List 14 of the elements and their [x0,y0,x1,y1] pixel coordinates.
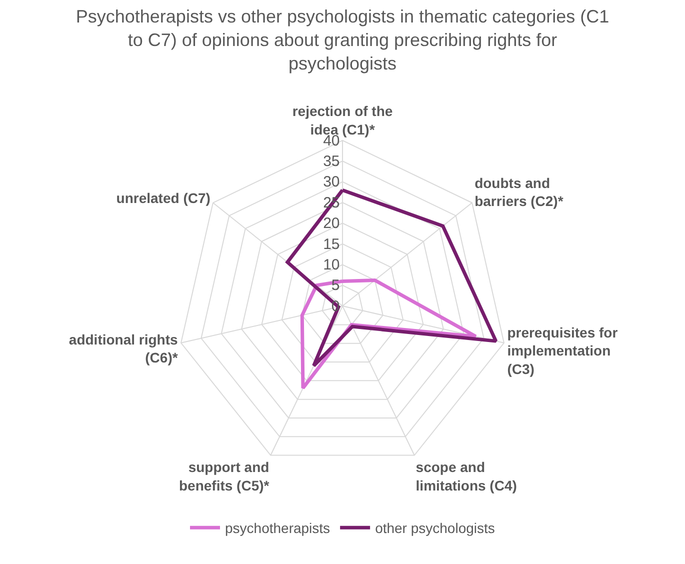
spoke-label: prerequisites for implementation (C3) [507,324,618,377]
spoke-label: scope and limitations (C4) [416,459,517,494]
chart-title: Psychotherapists vs other psychologists in thematic categories (C1 to C7) of opinions about granting prescribing rights for psychologists [76,6,610,74]
y-tick-label: 35 [323,152,340,170]
legend-label: other psychologists [375,520,495,536]
spoke-label: unrelated (C7) [116,190,210,206]
y-tick-label: 20 [323,215,340,232]
y-tick-label: 15 [323,236,340,253]
y-tick-label: 10 [323,256,340,274]
spoke-label: additional rights (C6)* [68,331,178,366]
spoke-label: doubts and barriers (C2)* [474,175,564,210]
spoke-label: support and benefits (C5)* [178,459,270,494]
legend-label: psychotherapists [225,520,330,536]
y-tick-label: 30 [323,174,340,191]
